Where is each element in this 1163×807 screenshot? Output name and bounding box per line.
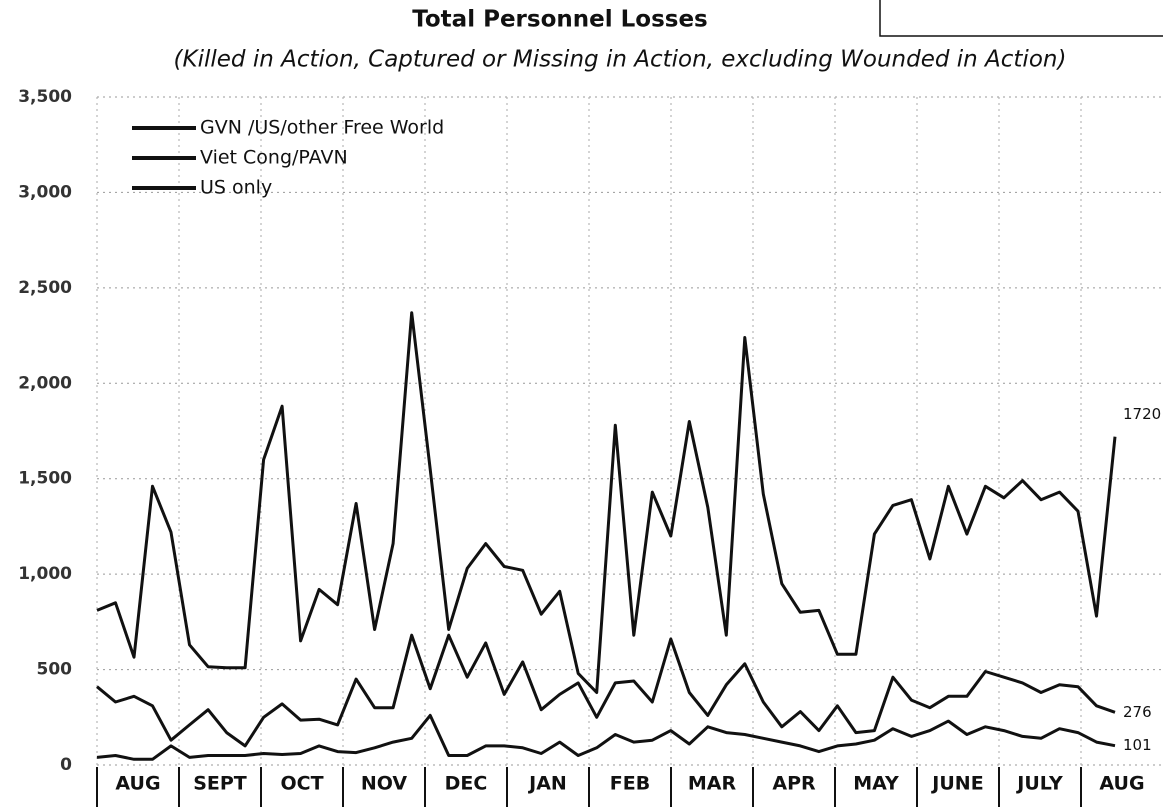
series-line [96,311,1117,694]
y-tick-label: 1,500 [18,469,72,489]
x-tick-label: MAR [688,773,737,795]
chart-title: Total Personnel Losses [412,7,708,33]
chart-subtitle: (Killed in Action, Captured or Missing i… [174,47,1067,73]
x-tick-label: AUG [1099,773,1144,795]
x-tick-label: MAY [853,773,899,795]
y-tick-label: 1,000 [18,564,72,584]
x-tick-label: OCT [280,773,323,795]
x-tick-label: NOV [361,773,408,795]
x-tick-label: JAN [527,773,567,795]
y-tick-label: 0 [60,755,72,775]
legend-label: Viet Cong/PAVN [200,147,348,169]
y-tick-label: 2,000 [18,373,72,393]
x-tick-label: APR [772,773,816,795]
end-label: 1720 [1123,405,1161,423]
x-tick-label: JUNE [930,773,983,795]
legend-label: GVN /US/other Free World [200,117,444,139]
series-line [96,633,1116,748]
y-tick-label: 3,000 [18,182,72,202]
x-tick-label: SEPT [193,773,247,795]
end-label: 276 [1123,703,1152,721]
x-tick-label: JULY [1015,773,1063,795]
x-tick-label: AUG [115,773,160,795]
blank-box [879,0,1163,37]
end-label: 101 [1123,736,1152,754]
series-line [96,713,1116,761]
x-tick-label: DEC [445,773,488,795]
x-tick-label: FEB [610,773,650,795]
y-tick-label: 3,500 [18,87,72,107]
legend-label: US only [200,177,272,199]
y-tick-label: 2,500 [18,278,72,298]
y-tick-label: 500 [37,660,73,680]
